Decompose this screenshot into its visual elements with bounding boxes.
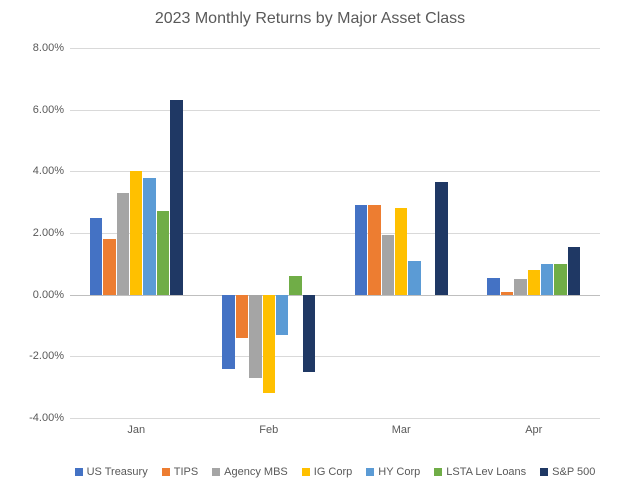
y-tick-label: 6.00% bbox=[33, 104, 64, 116]
bar bbox=[143, 178, 155, 295]
bar bbox=[130, 171, 142, 294]
legend-swatch bbox=[540, 468, 548, 476]
bar bbox=[103, 239, 115, 295]
bar bbox=[501, 292, 513, 295]
legend-item: S&P 500 bbox=[540, 466, 595, 478]
bar bbox=[568, 247, 580, 295]
bar bbox=[249, 295, 261, 378]
legend-item: IG Corp bbox=[302, 466, 353, 478]
chart-title: 2023 Monthly Returns by Major Asset Clas… bbox=[0, 0, 620, 28]
bar bbox=[541, 264, 553, 295]
legend-label: US Treasury bbox=[87, 466, 148, 478]
plot-area: -4.00%-2.00%0.00%2.00%4.00%6.00%8.00%Jan… bbox=[70, 48, 600, 440]
bar bbox=[170, 100, 182, 294]
legend-swatch bbox=[75, 468, 83, 476]
x-tick-label: Mar bbox=[392, 424, 411, 436]
y-tick-label: -4.00% bbox=[29, 412, 64, 424]
legend-label: HY Corp bbox=[378, 466, 420, 478]
legend-swatch bbox=[366, 468, 374, 476]
bar bbox=[236, 295, 248, 338]
legend-label: LSTA Lev Loans bbox=[446, 466, 526, 478]
bar bbox=[222, 295, 234, 369]
y-tick-label: 4.00% bbox=[33, 165, 64, 177]
legend-swatch bbox=[212, 468, 220, 476]
legend-item: Agency MBS bbox=[212, 466, 288, 478]
bar bbox=[435, 182, 447, 295]
y-tick-label: 8.00% bbox=[33, 42, 64, 54]
gridline bbox=[70, 356, 600, 357]
chart-container: 2023 Monthly Returns by Major Asset Clas… bbox=[0, 0, 620, 500]
legend-label: IG Corp bbox=[314, 466, 353, 478]
gridline bbox=[70, 48, 600, 49]
bar bbox=[303, 295, 315, 372]
gridline bbox=[70, 295, 600, 296]
bar bbox=[408, 261, 420, 295]
bar bbox=[157, 211, 169, 294]
bar bbox=[382, 235, 394, 295]
legend-label: Agency MBS bbox=[224, 466, 288, 478]
bar bbox=[554, 264, 566, 295]
bar bbox=[368, 205, 380, 294]
y-tick-label: 0.00% bbox=[33, 289, 64, 301]
bar bbox=[528, 270, 540, 295]
legend-swatch bbox=[162, 468, 170, 476]
bar bbox=[289, 276, 301, 295]
bar bbox=[117, 193, 129, 295]
legend-swatch bbox=[302, 468, 310, 476]
bar bbox=[276, 295, 288, 335]
bar bbox=[263, 295, 275, 394]
legend-item: LSTA Lev Loans bbox=[434, 466, 526, 478]
bar bbox=[90, 218, 102, 295]
gridline bbox=[70, 418, 600, 419]
legend-label: TIPS bbox=[174, 466, 198, 478]
y-tick-label: 2.00% bbox=[33, 227, 64, 239]
legend-swatch bbox=[434, 468, 442, 476]
bar bbox=[355, 205, 367, 294]
gridline bbox=[70, 110, 600, 111]
x-tick-label: Jan bbox=[127, 424, 145, 436]
legend: US Treasury TIPS Agency MBS IG Corp HY Corp L… bbox=[70, 466, 600, 478]
legend-label: S&P 500 bbox=[552, 466, 595, 478]
gridline bbox=[70, 171, 600, 172]
x-tick-label: Apr bbox=[525, 424, 542, 436]
legend-item: TIPS bbox=[162, 466, 198, 478]
x-tick-label: Feb bbox=[259, 424, 278, 436]
bar bbox=[395, 208, 407, 294]
legend-item: US Treasury bbox=[75, 466, 148, 478]
bar bbox=[514, 279, 526, 294]
legend-item: HY Corp bbox=[366, 466, 420, 478]
y-tick-label: -2.00% bbox=[29, 350, 64, 362]
bar bbox=[487, 278, 499, 295]
